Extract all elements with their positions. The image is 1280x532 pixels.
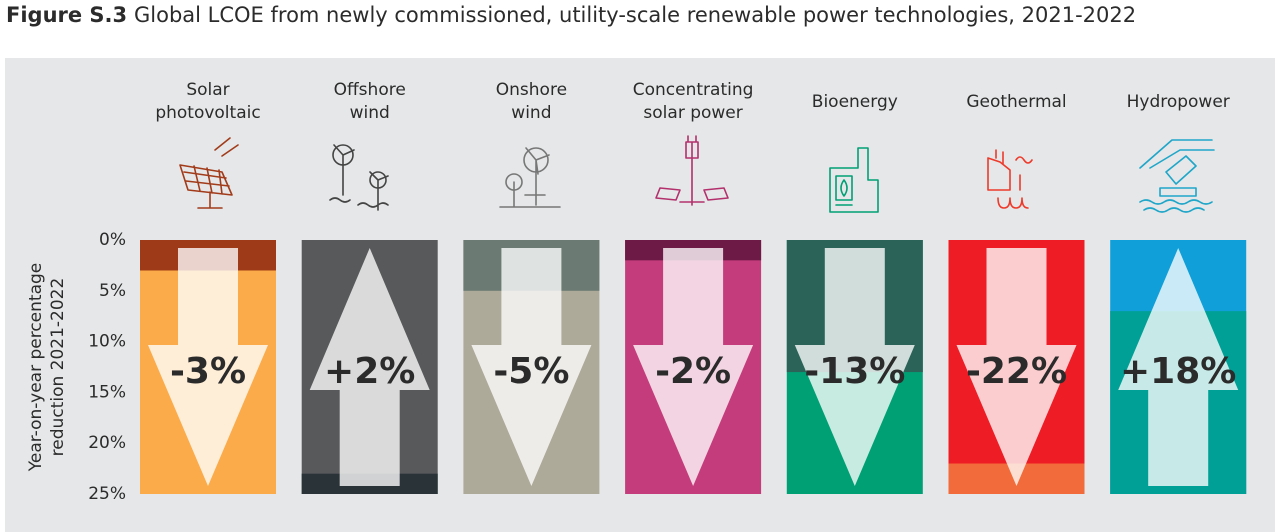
arrow [956,248,1077,486]
value-label: -13% [804,351,905,392]
value-label: +2% [324,351,415,392]
arrow [471,248,592,486]
y-tick-label: 10% [88,332,126,352]
category-label: wind [350,103,390,123]
arrow [633,248,754,486]
figure-label: Figure S.3 [6,3,127,27]
arrow [148,248,268,486]
y-axis-label: reduction 2021-2022 [48,278,68,457]
category-label: solar power [643,103,742,123]
icon-offshore [329,144,389,211]
y-tick-label: 20% [88,433,126,453]
icon-onshore [499,147,561,208]
y-tick-label: 5% [99,281,126,301]
category-label: wind [511,103,551,123]
arrow [1118,248,1239,486]
value-label: +18% [1120,351,1236,392]
category-label: Bioenergy [812,92,898,112]
y-tick-label: 15% [88,382,126,402]
y-axis-label: Year-on-year percentage [26,263,46,472]
value-label: -22% [966,351,1067,392]
category-label: Onshore [496,80,567,100]
chart-title: Global LCOE from newly commissioned, uti… [134,3,1136,27]
icon-bio [829,147,879,213]
icons [179,135,1215,213]
icon-hydro [1139,139,1215,213]
category-label: photovoltaic [155,103,260,123]
value-label: -5% [493,351,569,392]
arrow [309,248,430,486]
category-label: Hydropower [1127,92,1230,112]
value-label: -3% [170,351,246,392]
category-label: Concentrating [633,80,754,100]
arrow [794,248,915,486]
icon-solar [179,137,239,209]
category-label: Geothermal [966,92,1066,112]
category-label: Solar [186,80,229,100]
value-label: -2% [655,351,731,392]
y-tick-label: 25% [88,484,126,504]
icon-csp [655,135,729,206]
category-label: Offshore [334,80,406,100]
icon-geo [987,149,1033,209]
y-tick-label: 0% [99,230,126,250]
